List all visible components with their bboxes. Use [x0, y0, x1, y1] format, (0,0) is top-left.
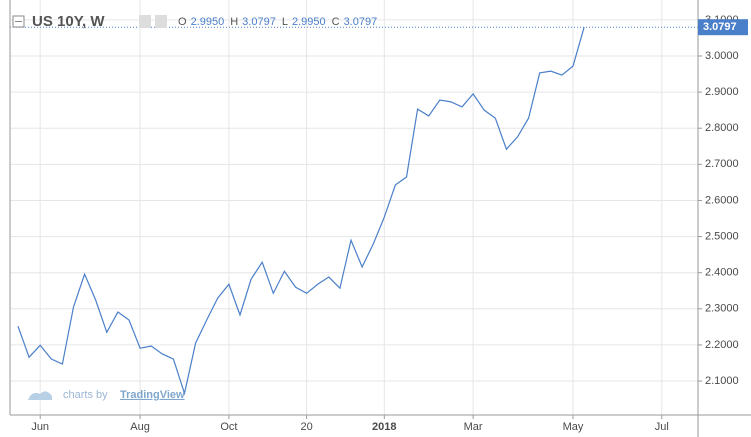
y-tick-label: 2.6000 [705, 194, 739, 206]
ohlc-value: 2.9950 [292, 16, 326, 28]
y-tick-label: 2.9000 [705, 86, 739, 98]
chart-title: US 10Y, W [32, 13, 105, 30]
y-tick-label: 2.2000 [705, 339, 739, 351]
x-tick-label: Mar [464, 421, 483, 433]
last-price-label: 3.0797 [703, 21, 737, 33]
x-tick-label: 2018 [372, 421, 396, 433]
settings-button[interactable] [139, 15, 151, 28]
x-tick-label: Jul [655, 421, 669, 433]
last-price-badge [698, 19, 748, 36]
x-tick-label: May [563, 421, 584, 433]
x-tick-label: Oct [220, 421, 237, 433]
x-tick-label: Jun [31, 421, 49, 433]
y-tick-label: 2.8000 [705, 122, 739, 134]
y-tick-label: 2.5000 [705, 230, 739, 242]
ohlc-value: 3.0797 [344, 16, 378, 28]
axes: 2.1000 2.2000 2.3000 2.4000 2.5000 2.6000 2.70… [31, 14, 748, 433]
ohlc-value: 3.0797 [242, 16, 276, 28]
line-series [17, 27, 585, 396]
watermark-brand[interactable]: TradingView [120, 389, 185, 401]
watermark-logo [28, 391, 52, 400]
y-tick-label: 2.7000 [705, 158, 739, 170]
y-tick-label: 3.0000 [705, 50, 739, 62]
grid [10, 0, 698, 415]
x-tick-label: 20 [300, 421, 312, 433]
plot [10, 26, 698, 396]
ohlc-legend: O 2.9950 H 3.0797 L 2.9950 C 3.0797 [178, 16, 377, 28]
hide-button[interactable] [155, 15, 167, 28]
watermark: charts by TradingView [28, 389, 185, 401]
ohlc-key: H [230, 16, 238, 28]
y-tick-label: 2.1000 [705, 375, 739, 387]
x-tick-label: Aug [130, 421, 150, 433]
ohlc-key: L [282, 16, 288, 28]
ohlc-value: 2.9950 [191, 16, 225, 28]
y-tick-label: 2.4000 [705, 267, 739, 279]
ohlc-key: O [178, 16, 187, 28]
y-tick-label: 2.3000 [705, 303, 739, 315]
ohlc-key: C [332, 16, 340, 28]
watermark-prefix: charts by [63, 389, 108, 401]
